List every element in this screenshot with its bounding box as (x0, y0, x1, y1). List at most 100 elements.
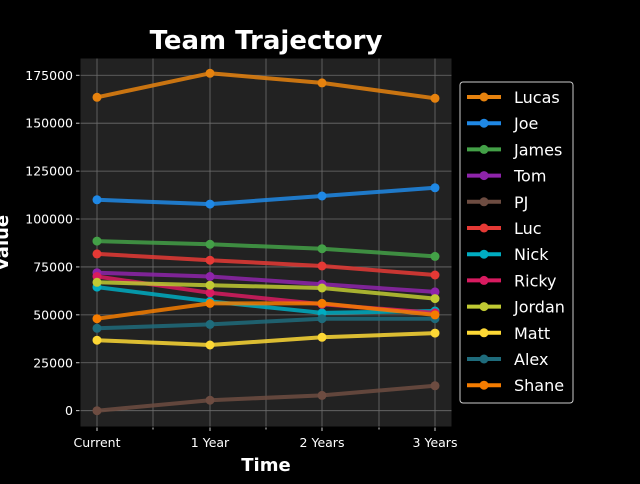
data-point (205, 395, 215, 405)
legend-item: Tom (467, 167, 546, 186)
x-tick-label: Current (74, 435, 121, 450)
series-lucas (92, 68, 440, 103)
data-point (92, 236, 102, 246)
series-line (95, 280, 437, 301)
y-tick-label: 150000 (25, 116, 73, 131)
data-point (430, 270, 440, 280)
data-point (92, 195, 102, 205)
legend: Lucas Joe James Tom PJ Luc Nick Ricky Jordan Matt… (459, 81, 574, 404)
legend-item: Luc (467, 219, 542, 238)
data-point (317, 390, 327, 400)
data-point (205, 280, 215, 290)
legend-item: Nick (467, 245, 549, 264)
data-point (317, 78, 327, 88)
data-point (92, 406, 102, 416)
series-pj (92, 381, 440, 416)
legend-label: Ricky (514, 271, 557, 290)
series-joe (92, 183, 440, 209)
legend-swatch-marker (479, 223, 489, 233)
series-line (95, 285, 437, 315)
data-point (430, 381, 440, 391)
data-point (430, 310, 440, 320)
series-line (95, 383, 437, 413)
legend-label: Tom (513, 167, 546, 186)
legend-label: Nick (514, 245, 549, 264)
data-point (317, 298, 327, 308)
axes: 0 25000 50000 75000 100000 125000 150000 175000… (25, 57, 458, 450)
x-tick-label: 1 Year (191, 435, 230, 450)
data-point (317, 332, 327, 342)
legend-label: Alex (514, 350, 548, 369)
series-jordan (92, 277, 440, 304)
data-point (205, 319, 215, 329)
y-tick-label: 50000 (33, 307, 73, 322)
legend-swatch-marker (479, 380, 489, 390)
legend-label: PJ (514, 193, 528, 212)
legend-item: Jordan (467, 298, 565, 317)
legend-label: Shane (514, 376, 564, 395)
series-line (95, 251, 437, 277)
data-point (92, 323, 102, 333)
data-point (205, 298, 215, 308)
y-tick-label: 75000 (33, 259, 73, 274)
legend-swatch-marker (479, 171, 489, 181)
legend-swatch-marker (479, 328, 489, 338)
y-axis-label: Value (0, 215, 13, 271)
data-point (205, 288, 215, 298)
chart-title: Team Trajectory (150, 26, 383, 56)
y-tick-label: 25000 (33, 355, 73, 370)
series-line (95, 71, 437, 101)
legend-swatch-marker (479, 354, 489, 364)
data-point (205, 255, 215, 265)
legend-swatch-marker (479, 118, 489, 128)
legend-label: Jordan (513, 298, 565, 317)
legend-item: Joe (467, 114, 538, 133)
data-point (317, 191, 327, 201)
legend-label: Luc (514, 219, 542, 238)
data-point (92, 92, 102, 102)
data-point (430, 328, 440, 338)
data-point (430, 93, 440, 103)
data-point (205, 272, 215, 281)
y-tick-label: 100000 (25, 212, 73, 227)
series-line (95, 316, 437, 331)
data-point (317, 283, 327, 293)
y-tick-label: 175000 (25, 68, 73, 83)
data-point (430, 251, 440, 261)
data-point (92, 277, 102, 287)
data-point (92, 249, 102, 259)
x-axis-label: Time (241, 455, 290, 476)
legend-swatch-marker (479, 197, 489, 207)
series-luc (92, 249, 440, 280)
legend-item: Ricky (467, 271, 557, 290)
data-point (317, 261, 327, 271)
plot-frame (79, 57, 453, 428)
legend-box (459, 81, 574, 404)
data-point (205, 199, 215, 209)
series-james (92, 236, 440, 261)
legend-swatch-marker (479, 92, 489, 102)
data-point (205, 239, 215, 249)
y-tick-label: 125000 (25, 164, 73, 179)
legend-item: Matt (467, 324, 550, 343)
x-tick-label: 2 Years (300, 435, 345, 450)
data-point (430, 294, 440, 304)
legend-item: James (467, 140, 562, 159)
legend-label: Lucas (514, 88, 560, 107)
data-point (317, 314, 327, 324)
data-point (92, 314, 102, 324)
legend-item: PJ (467, 193, 528, 212)
legend-label: Joe (513, 114, 538, 133)
data-point (317, 244, 327, 254)
series-line (95, 331, 437, 347)
series-line (95, 239, 437, 259)
series-group (92, 68, 440, 416)
legend-item: Alex (467, 350, 548, 369)
legend-swatch-marker (479, 144, 489, 154)
series-line (95, 185, 437, 207)
series-line (95, 270, 437, 294)
x-tick-label: 3 Years (413, 435, 458, 450)
legend-item: Shane (467, 376, 564, 395)
